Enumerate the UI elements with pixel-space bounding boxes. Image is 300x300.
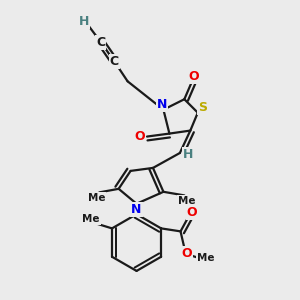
Text: O: O <box>181 247 192 260</box>
Text: Me: Me <box>82 214 100 224</box>
Text: H: H <box>183 148 194 161</box>
Text: O: O <box>188 70 199 83</box>
Text: N: N <box>157 98 167 111</box>
Text: O: O <box>187 206 197 219</box>
Text: C: C <box>96 36 105 49</box>
Text: Me: Me <box>196 253 214 263</box>
Text: H: H <box>79 15 89 28</box>
Text: Me: Me <box>88 193 106 203</box>
Text: Me: Me <box>178 196 196 206</box>
Text: O: O <box>134 130 145 143</box>
Text: C: C <box>110 56 119 68</box>
Text: S: S <box>198 101 207 114</box>
Text: N: N <box>131 202 142 216</box>
